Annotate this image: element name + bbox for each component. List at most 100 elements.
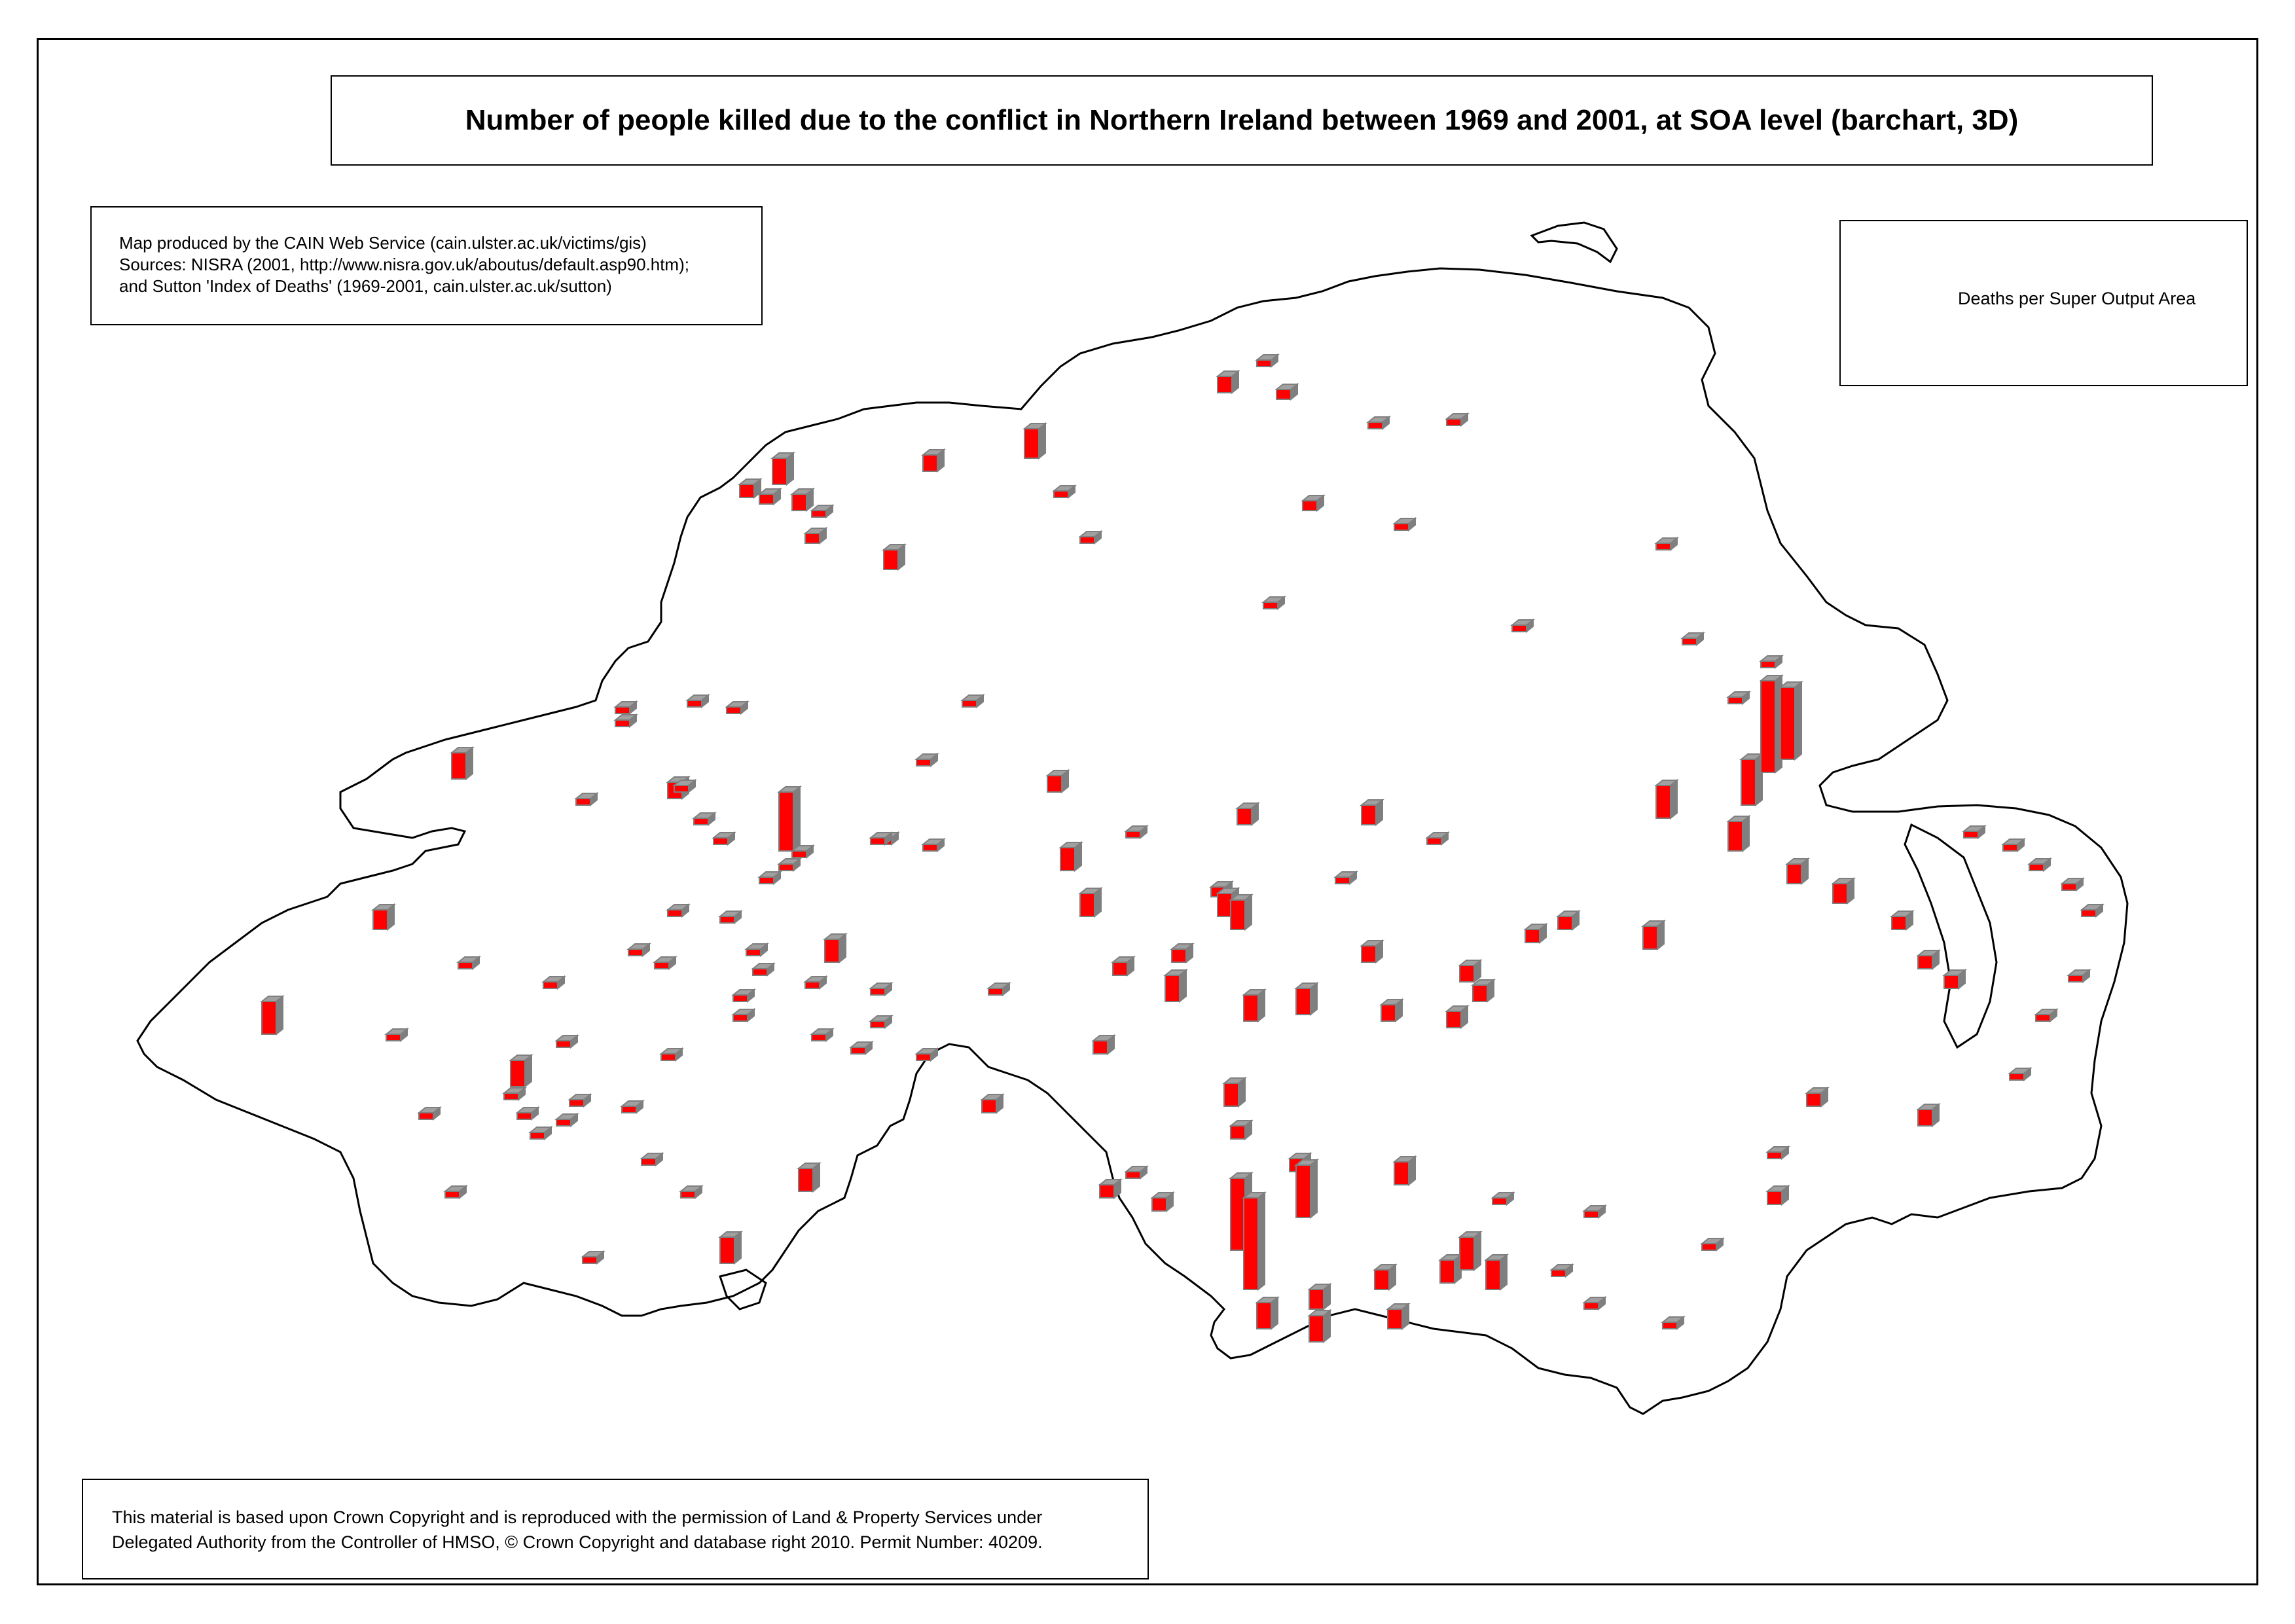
death-bar bbox=[810, 503, 835, 519]
death-bar bbox=[1163, 968, 1188, 1003]
death-bar bbox=[1491, 1191, 1515, 1206]
death-bar bbox=[751, 962, 776, 977]
death-bar bbox=[1170, 942, 1195, 964]
death-bar bbox=[541, 975, 566, 990]
death-bar bbox=[1307, 1282, 1332, 1311]
credit-line: Map produced by the CAIN Web Service (ca… bbox=[119, 233, 647, 253]
death-bar bbox=[1255, 353, 1280, 369]
death-bar bbox=[502, 1086, 527, 1102]
death-bar bbox=[1654, 536, 1679, 552]
death-bar bbox=[803, 526, 828, 545]
coast-detail-islands bbox=[719, 221, 1998, 1310]
death-bar bbox=[1661, 1315, 1686, 1331]
death-bar bbox=[1301, 494, 1326, 513]
death-bar bbox=[1124, 1164, 1149, 1180]
death-bar bbox=[1759, 654, 1784, 670]
death-bar bbox=[1360, 939, 1384, 964]
death-bar bbox=[260, 994, 285, 1036]
death-bar bbox=[1641, 919, 1666, 951]
death-bar bbox=[777, 785, 802, 853]
death-bar bbox=[1022, 422, 1047, 460]
death-bar bbox=[1366, 415, 1391, 431]
death-bar bbox=[2027, 857, 2052, 873]
death-bar bbox=[1739, 752, 1764, 807]
death-bar bbox=[1438, 1253, 1463, 1285]
death-bar bbox=[803, 975, 828, 990]
death-bar bbox=[921, 837, 946, 853]
copyright-line: Delegated Authority from the Controller … bbox=[112, 1532, 1043, 1552]
death-bar bbox=[1765, 1145, 1790, 1161]
death-bar bbox=[1229, 893, 1254, 931]
death-bar bbox=[1805, 1086, 1830, 1108]
death-bar bbox=[738, 477, 763, 499]
death-bar bbox=[790, 844, 815, 859]
death-bar bbox=[692, 811, 717, 827]
death-bar bbox=[882, 543, 907, 571]
death-bar bbox=[731, 1007, 756, 1023]
death-bar bbox=[1261, 595, 1286, 611]
death-bar bbox=[777, 857, 802, 873]
death-bar bbox=[1216, 369, 1240, 395]
map-title: Number of people killed due to the confl… bbox=[465, 104, 2019, 136]
death-bar bbox=[620, 1099, 645, 1115]
death-bar bbox=[2034, 1007, 2059, 1023]
death-bar bbox=[869, 1014, 894, 1030]
death-bars-layer bbox=[260, 353, 2105, 1344]
death-bar bbox=[921, 448, 946, 473]
death-bar bbox=[613, 700, 638, 715]
death-bar bbox=[1229, 1119, 1254, 1141]
death-bar bbox=[914, 1047, 939, 1062]
death-bar bbox=[797, 1161, 822, 1193]
death-bar bbox=[731, 988, 756, 1003]
death-bar bbox=[1386, 1302, 1411, 1331]
death-bar bbox=[712, 831, 736, 846]
death-bar bbox=[1091, 1034, 1116, 1056]
death-bar bbox=[757, 487, 782, 506]
death-bar bbox=[554, 1112, 579, 1128]
death-bar bbox=[626, 942, 651, 958]
death-bar bbox=[679, 1184, 704, 1200]
death-bar bbox=[1726, 814, 1751, 853]
death-bar bbox=[1242, 1191, 1267, 1291]
death-bar bbox=[1471, 978, 1496, 1003]
death-bar bbox=[1392, 516, 1417, 532]
death-bar bbox=[869, 981, 894, 997]
death-bar bbox=[568, 1092, 592, 1108]
death-bar bbox=[666, 903, 691, 918]
death-bar bbox=[2060, 876, 2085, 892]
death-bar bbox=[849, 1040, 874, 1056]
death-bar bbox=[1058, 840, 1083, 873]
death-bar bbox=[1726, 690, 1751, 706]
death-bar bbox=[1962, 824, 1987, 840]
credit-line: Sources: NISRA (2001, http://www.nisra.g… bbox=[119, 255, 689, 274]
death-bar bbox=[1373, 1263, 1398, 1291]
death-bar bbox=[980, 1092, 1005, 1115]
death-bar bbox=[1425, 831, 1450, 846]
copyright-box: This material is based upon Crown Copyri… bbox=[82, 1479, 1149, 1579]
death-bar bbox=[1582, 1295, 1607, 1311]
death-bar bbox=[1255, 1295, 1280, 1331]
death-bar bbox=[1582, 1204, 1607, 1219]
death-bar bbox=[1242, 988, 1267, 1023]
death-bar bbox=[1222, 1076, 1247, 1108]
death-bar bbox=[1680, 631, 1705, 647]
death-bar bbox=[1890, 909, 1915, 931]
death-bar bbox=[823, 932, 848, 964]
death-bar bbox=[653, 955, 678, 971]
death-bar bbox=[509, 1053, 533, 1089]
death-bar bbox=[2080, 903, 2105, 918]
death-bar bbox=[1916, 1102, 1941, 1128]
death-bar bbox=[770, 451, 795, 486]
death-bar bbox=[1235, 801, 1260, 827]
death-bar bbox=[2067, 968, 2091, 984]
death-bar bbox=[1078, 530, 1103, 545]
death-bar bbox=[2001, 837, 2026, 853]
death-bar bbox=[1700, 1236, 1725, 1252]
death-bar bbox=[1831, 876, 1856, 905]
death-bar bbox=[417, 1106, 442, 1121]
map-frame bbox=[37, 38, 2258, 1585]
death-bar bbox=[790, 487, 815, 513]
death-bar bbox=[718, 909, 743, 925]
death-bar bbox=[914, 752, 939, 768]
